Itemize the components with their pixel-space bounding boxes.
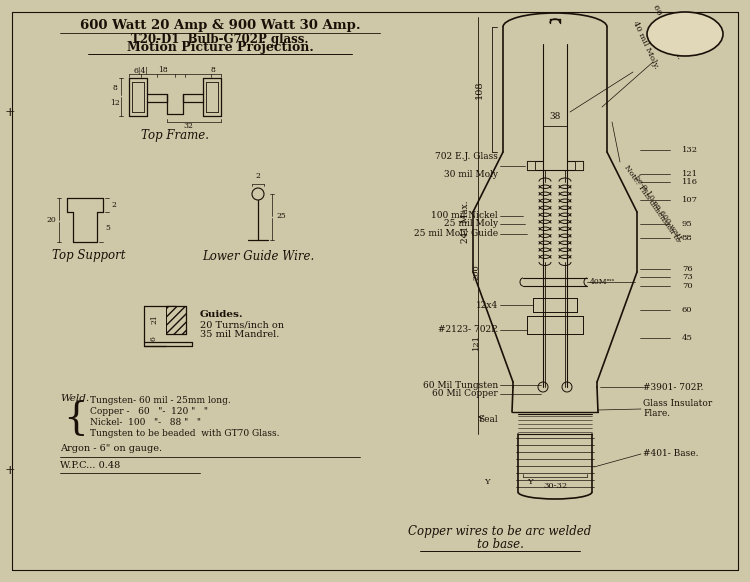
Text: 25 mil Moly Guide: 25 mil Moly Guide — [414, 229, 498, 239]
Text: 70: 70 — [682, 282, 693, 290]
Text: Nickel-  100   "-   88 "   ": Nickel- 100 "- 88 " " — [90, 418, 201, 427]
Text: Tungsten to be beaded  with GT70 Glass.: Tungsten to be beaded with GT70 Glass. — [90, 429, 280, 438]
Text: T20-D1  Bulb-G702P glass.: T20-D1 Bulb-G702P glass. — [131, 33, 309, 45]
Text: Tungsten- 60 mil - 25mm long.: Tungsten- 60 mil - 25mm long. — [90, 396, 231, 405]
Text: 38: 38 — [549, 112, 561, 121]
Text: 25 mil Moly: 25 mil Moly — [444, 219, 498, 229]
Bar — [166, 306, 186, 334]
Text: 6|4|: 6|4| — [133, 66, 148, 74]
Text: Copper wires to be arc welded: Copper wires to be arc welded — [408, 526, 592, 538]
Text: 8: 8 — [211, 66, 215, 74]
Text: 88: 88 — [682, 234, 693, 242]
Text: Note: This dimension to: Note: This dimension to — [622, 164, 681, 244]
Text: 200: 200 — [472, 264, 480, 280]
Text: Weld.: Weld. — [60, 394, 89, 403]
Text: 30 mil Moly: 30 mil Moly — [444, 170, 498, 179]
Text: 21: 21 — [150, 314, 158, 324]
Text: Top Frame.: Top Frame. — [141, 130, 209, 143]
Text: 25: 25 — [276, 212, 286, 220]
Text: 60: 60 — [682, 306, 692, 314]
Text: 20 Turns/inch on: 20 Turns/inch on — [200, 320, 284, 329]
Text: Y: Y — [484, 478, 490, 486]
Text: 60 Mil Tungsten: 60 Mil Tungsten — [423, 381, 498, 389]
Text: 108: 108 — [475, 80, 484, 99]
Text: Copper -   60   "-  120 "   ": Copper - 60 "- 120 " " — [90, 407, 208, 416]
Text: +: + — [4, 105, 15, 119]
Text: {: { — [64, 400, 88, 437]
Text: Y: Y — [527, 478, 532, 486]
Text: #3901- 702P.: #3901- 702P. — [643, 382, 704, 392]
Text: Lower Guide Wire.: Lower Guide Wire. — [202, 250, 314, 262]
Text: Guides.: Guides. — [200, 310, 244, 319]
Text: PAGE No.: PAGE No. — [661, 23, 709, 31]
Text: 2: 2 — [256, 172, 260, 180]
Text: 30-32: 30-32 — [543, 482, 567, 490]
Text: 45: 45 — [682, 334, 693, 342]
Text: 121: 121 — [682, 170, 698, 178]
Text: 2: 2 — [111, 201, 116, 209]
Text: 32: 32 — [183, 122, 193, 130]
Ellipse shape — [647, 12, 723, 56]
Text: Glass Insulator: Glass Insulator — [643, 399, 712, 409]
Text: 73: 73 — [682, 273, 693, 281]
Text: 121: 121 — [472, 334, 480, 350]
Bar — [575, 161, 583, 170]
Text: 5: 5 — [105, 224, 110, 232]
Text: 100 mil Nickel: 100 mil Nickel — [431, 211, 498, 221]
Text: 40 mil Moly.: 40 mil Moly. — [631, 20, 660, 70]
Text: 132: 132 — [682, 146, 698, 154]
Text: 6: 6 — [150, 336, 158, 342]
Text: +: + — [4, 463, 15, 477]
Text: be 9-10 on 600 watt.: be 9-10 on 600 watt. — [632, 174, 684, 244]
Text: 20: 20 — [46, 216, 56, 224]
Text: Argon - 6" on gauge.: Argon - 6" on gauge. — [60, 444, 162, 453]
Text: Y: Y — [477, 415, 483, 423]
Text: 60 mil Nickel.: 60 mil Nickel. — [651, 3, 683, 60]
Text: 600 Watt 20 Amp & 900 Watt 30 Amp.: 600 Watt 20 Amp & 900 Watt 30 Amp. — [80, 20, 360, 33]
Text: 12x4: 12x4 — [476, 300, 498, 310]
Text: 35 mil Mandrel.: 35 mil Mandrel. — [200, 330, 279, 339]
Text: 241 Max.: 241 Max. — [461, 201, 470, 243]
Text: 18: 18 — [158, 66, 168, 74]
Text: to base.: to base. — [476, 538, 524, 551]
Text: 702 E.J. Glass: 702 E.J. Glass — [435, 152, 498, 161]
Text: #2123- 702P.: #2123- 702P. — [438, 325, 498, 335]
Text: 116: 116 — [682, 178, 698, 186]
Text: Flare.: Flare. — [643, 410, 670, 418]
Text: Seal: Seal — [478, 414, 498, 424]
Text: 12: 12 — [110, 99, 120, 107]
Text: 60 Mil Copper: 60 Mil Copper — [432, 389, 498, 399]
Text: #401- Base.: #401- Base. — [643, 449, 698, 459]
Text: 76: 76 — [682, 265, 693, 273]
Bar — [527, 161, 535, 170]
Text: 8: 8 — [112, 84, 118, 92]
Text: 88: 88 — [671, 31, 698, 49]
Text: 107: 107 — [682, 196, 698, 204]
Text: 95: 95 — [682, 220, 693, 228]
Text: Top Support: Top Support — [53, 250, 126, 262]
Text: 40Mᵐˣ: 40Mᵐˣ — [590, 278, 616, 286]
Text: W.P.C... 0.48: W.P.C... 0.48 — [60, 461, 120, 470]
Text: Motion Picture Projection.: Motion Picture Projection. — [127, 41, 314, 55]
